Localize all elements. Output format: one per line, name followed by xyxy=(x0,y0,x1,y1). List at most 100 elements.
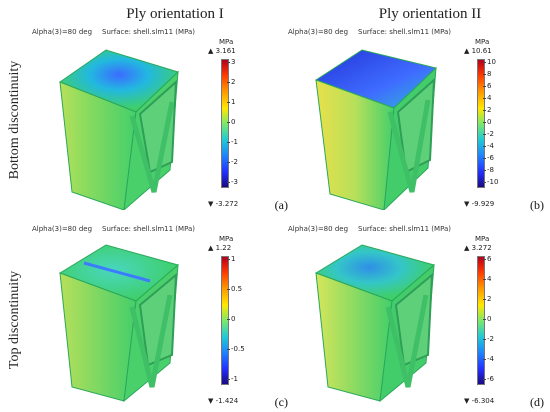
legend-tick-label: -4 xyxy=(487,142,494,150)
legend-tick-label: 4 xyxy=(487,275,492,283)
legend-tick-label: -6 xyxy=(487,154,494,162)
legend-tick-mark xyxy=(227,259,230,260)
legend-max: ▲ 1.22 xyxy=(208,244,232,252)
legend-tick-mark xyxy=(227,122,230,123)
panel-d: Alpha(3)=80 deg Surface: shell.slm11 (MP… xyxy=(288,225,548,410)
stress-model-3d xyxy=(314,49,438,210)
row-title-top-discontinuity: Top discontinuity xyxy=(7,270,22,370)
legend-max: ▲ 10.61 xyxy=(464,47,492,55)
panel-header: Alpha(3)=80 deg Surface: shell.slm11 (MP… xyxy=(288,28,550,40)
surface-label: Surface: shell.slm11 (MPa) xyxy=(358,28,451,36)
legend-tick-mark xyxy=(227,162,230,163)
legend-tick-label: -0.5 xyxy=(231,345,245,353)
legend-tick-mark xyxy=(227,319,230,320)
row-title-bottom-discontinuity: Bottom discontinuity xyxy=(7,60,22,180)
color-legend: MPa ▲ 10.61 10 8 6 4 2 0 -2 -4 -6 -8 -10 ▼ -9.929 xyxy=(464,38,534,208)
legend-tick-mark xyxy=(227,182,230,183)
color-legend: MPa ▲ 1.22 1 0.5 0 -0.5 -1 ▼ -1.424 xyxy=(208,235,278,405)
stress-model-3d xyxy=(314,244,436,403)
legend-max: ▲ 3.161 xyxy=(208,47,236,55)
panel-c: Alpha(3)=80 deg Surface: shell.slm11 (MP… xyxy=(32,225,292,410)
legend-tick-mark xyxy=(483,146,486,147)
legend-unit: MPa xyxy=(219,38,234,46)
stress-model-3d xyxy=(58,49,179,210)
legend-tick-mark xyxy=(483,158,486,159)
legend-tick-label: 6 xyxy=(487,82,492,90)
legend-max: ▲ 3.272 xyxy=(464,244,492,252)
alpha-label: Alpha(3)=80 deg xyxy=(32,225,93,233)
legend-tick-label: 4 xyxy=(487,94,492,102)
surface-label: Surface: shell.slm11 (MPa) xyxy=(102,28,195,36)
legend-tick-mark xyxy=(227,82,230,83)
legend-min: ▼ -1.424 xyxy=(208,397,239,405)
legend-tick-label: 1 xyxy=(231,98,236,106)
legend-tick-mark xyxy=(227,349,230,350)
color-scale-bar xyxy=(221,256,229,385)
column-title-ply-1: Ply orientation I xyxy=(126,6,224,22)
legend-tick-mark xyxy=(483,110,486,111)
legend-tick-mark xyxy=(483,319,486,320)
legend-tick-label: 0 xyxy=(231,118,236,126)
panel-b: Alpha(3)=80 deg Surface: shell.slm11 (MP… xyxy=(288,28,548,213)
legend-tick-mark xyxy=(483,379,486,380)
legend-tick-label: -1 xyxy=(231,375,238,383)
color-scale-bar xyxy=(221,59,229,188)
legend-tick-label: -6 xyxy=(487,375,494,383)
legend-tick-label: -1 xyxy=(231,138,238,146)
legend-tick-mark xyxy=(483,62,486,63)
panel-label: (d) xyxy=(530,395,544,409)
stress-model-3d xyxy=(58,244,180,403)
legend-tick-label: -10 xyxy=(487,178,499,186)
legend-tick-label: -8 xyxy=(487,166,494,174)
color-legend: MPa ▲ 3.272 6 4 2 0 -2 -4 -6 ▼ -6.304 xyxy=(464,235,534,405)
legend-tick-mark xyxy=(483,98,486,99)
legend-tick-mark xyxy=(483,74,486,75)
legend-unit: MPa xyxy=(475,38,490,46)
legend-tick-mark xyxy=(227,289,230,290)
legend-tick-label: 0 xyxy=(231,315,236,323)
legend-tick-label: 2 xyxy=(487,295,492,303)
panel-a: Alpha(3)=80 deg Surface: shell.slm11 (MP… xyxy=(32,28,292,213)
legend-tick-label: 6 xyxy=(487,255,492,263)
legend-tick-mark xyxy=(483,339,486,340)
legend-tick-mark xyxy=(227,62,230,63)
legend-min: ▼ -3.272 xyxy=(208,200,239,208)
legend-tick-mark xyxy=(483,299,486,300)
legend-tick-mark xyxy=(483,134,486,135)
legend-tick-mark xyxy=(483,122,486,123)
legend-tick-label: -2 xyxy=(231,158,238,166)
legend-tick-mark xyxy=(483,170,486,171)
column-title-ply-2: Ply orientation II xyxy=(378,6,482,22)
legend-unit: MPa xyxy=(219,235,234,243)
legend-tick-label: -4 xyxy=(487,355,494,363)
panel-header: Alpha(3)=80 deg Surface: shell.slm11 (MP… xyxy=(288,225,550,237)
legend-tick-label: 0.5 xyxy=(231,285,243,293)
alpha-label: Alpha(3)=80 deg xyxy=(288,225,349,233)
surface-label: Surface: shell.slm11 (MPa) xyxy=(102,225,195,233)
color-scale-bar xyxy=(477,59,485,188)
legend-tick-label: 3 xyxy=(231,58,236,66)
alpha-label: Alpha(3)=80 deg xyxy=(32,28,93,36)
legend-tick-mark xyxy=(483,182,486,183)
legend-min: ▼ -6.304 xyxy=(464,397,495,405)
legend-min: ▼ -9.929 xyxy=(464,200,495,208)
surface-label: Surface: shell.slm11 (MPa) xyxy=(358,225,451,233)
legend-tick-label: 8 xyxy=(487,70,492,78)
legend-tick-label: 10 xyxy=(487,58,496,66)
legend-tick-mark xyxy=(483,86,486,87)
panel-label: (b) xyxy=(530,198,544,212)
legend-unit: MPa xyxy=(475,235,490,243)
legend-tick-label: -2 xyxy=(487,130,494,138)
alpha-label: Alpha(3)=80 deg xyxy=(288,28,349,36)
legend-tick-label: 0 xyxy=(487,315,492,323)
panel-label: (a) xyxy=(274,198,288,212)
panel-header: Alpha(3)=80 deg Surface: shell.slm11 (MP… xyxy=(32,28,302,40)
legend-tick-label: 2 xyxy=(231,78,236,86)
color-legend: MPa ▲ 3.161 3 2 1 0 -1 -2 -3 ▼ -3.272 xyxy=(208,38,278,208)
panel-header: Alpha(3)=80 deg Surface: shell.slm11 (MP… xyxy=(32,225,302,237)
panel-label: (c) xyxy=(274,395,288,409)
legend-tick-mark xyxy=(483,359,486,360)
legend-tick-label: 2 xyxy=(487,106,492,114)
color-scale-bar xyxy=(477,256,485,385)
legend-tick-mark xyxy=(227,102,230,103)
